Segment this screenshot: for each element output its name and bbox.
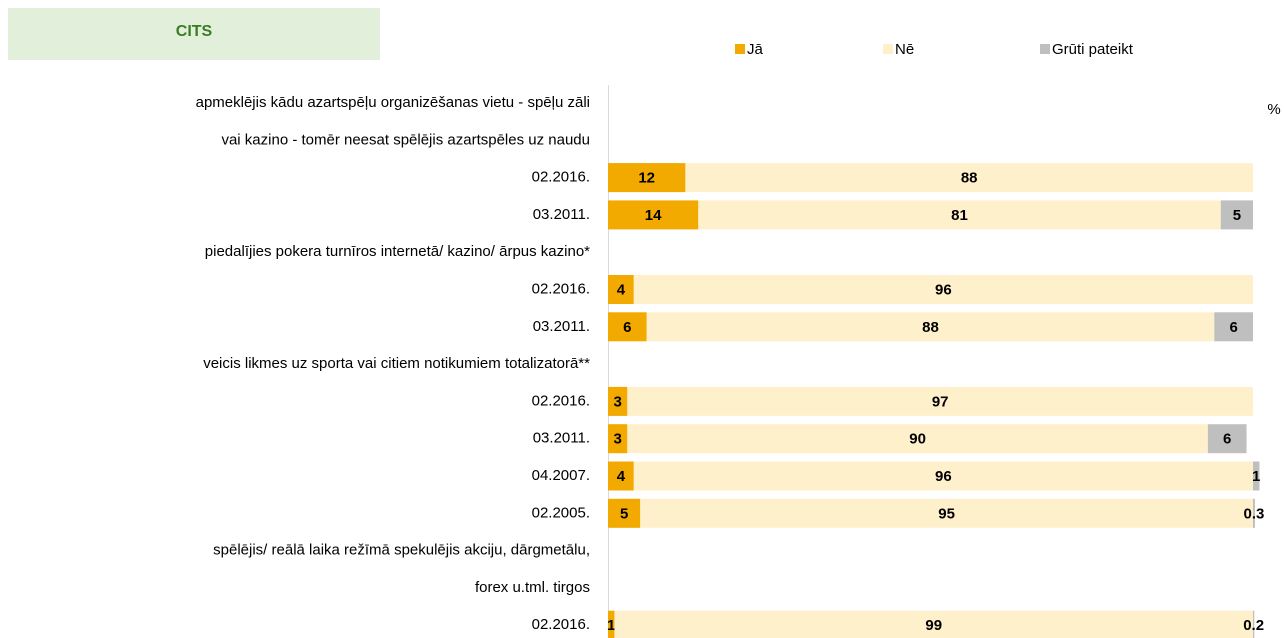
category-label: 04.2007. bbox=[532, 467, 590, 484]
bar-segment bbox=[608, 275, 634, 304]
bar-segment bbox=[1253, 498, 1255, 528]
title-box bbox=[8, 8, 380, 60]
data-label: 99 bbox=[925, 617, 942, 634]
category-label: 02.2016. bbox=[532, 169, 590, 186]
data-label: 88 bbox=[922, 319, 939, 336]
bar-segment bbox=[633, 461, 1253, 491]
data-label: 0.3 bbox=[1244, 505, 1265, 522]
category-label: spēlējis/ reālā laika režīmā spekulējis … bbox=[213, 542, 590, 559]
chart-title: CITS bbox=[176, 23, 213, 40]
bar-segment bbox=[608, 610, 615, 638]
bar-segment bbox=[608, 498, 641, 528]
bar-segment bbox=[608, 163, 686, 193]
bar-segment bbox=[1207, 424, 1247, 454]
data-label: 6 bbox=[1223, 431, 1231, 448]
legend-swatch bbox=[735, 44, 745, 54]
legend-label: Nē bbox=[895, 41, 914, 58]
category-label: 02.2016. bbox=[532, 280, 590, 297]
data-label: 97 bbox=[932, 393, 949, 410]
bar-segment bbox=[1253, 610, 1255, 638]
bar-segment bbox=[627, 386, 1253, 416]
bar-segment bbox=[685, 163, 1253, 193]
data-label: 95 bbox=[938, 505, 955, 522]
data-label: 4 bbox=[617, 281, 626, 298]
bar-segment bbox=[627, 424, 1208, 454]
bar-segment bbox=[698, 200, 1221, 230]
category-label: 03.2011. bbox=[533, 206, 590, 223]
category-label: vai kazino - tomēr neesat spēlējis azart… bbox=[221, 131, 590, 148]
legend-label: Grūti pateikt bbox=[1052, 41, 1134, 58]
data-label: 96 bbox=[935, 281, 952, 298]
category-label: apmeklējis kādu azartspēļu organizēšanas… bbox=[196, 94, 590, 111]
bar-segment bbox=[608, 200, 699, 230]
data-label: 1 bbox=[607, 617, 615, 634]
category-label: 02.2016. bbox=[532, 616, 590, 633]
category-label: 03.2011. bbox=[533, 430, 590, 447]
bar-segment bbox=[640, 498, 1253, 528]
data-label: 3 bbox=[614, 393, 622, 410]
bar-segment bbox=[608, 461, 634, 491]
bar-segment bbox=[1220, 200, 1253, 230]
data-label: 6 bbox=[1229, 319, 1237, 336]
data-label: 90 bbox=[909, 431, 926, 448]
legend-swatch bbox=[883, 44, 893, 54]
data-label: 4 bbox=[617, 468, 626, 485]
bar-segment bbox=[646, 312, 1215, 342]
data-label: 81 bbox=[951, 207, 968, 224]
bar-segment bbox=[608, 424, 628, 454]
data-label: 1 bbox=[1252, 468, 1260, 485]
bar-segment bbox=[1253, 461, 1260, 491]
data-label: 3 bbox=[614, 431, 622, 448]
category-label: 02.2005. bbox=[532, 504, 590, 521]
data-label: 0.2 bbox=[1243, 617, 1264, 634]
category-label: forex u.tml. tirgos bbox=[475, 579, 590, 596]
category-label: piedalījies pokera turnīros internetā/ k… bbox=[205, 243, 590, 260]
category-label: 03.2011. bbox=[533, 318, 590, 335]
data-label: 5 bbox=[1233, 207, 1241, 224]
category-label: veicis likmes uz sporta vai citiem notik… bbox=[203, 355, 590, 372]
bar-segment bbox=[614, 610, 1253, 638]
category-label: 02.2016. bbox=[532, 392, 590, 409]
data-label: 5 bbox=[620, 505, 628, 522]
bar-segment bbox=[1214, 312, 1253, 342]
unit-label: % bbox=[1267, 101, 1280, 118]
bar-segment bbox=[608, 312, 647, 342]
data-label: 88 bbox=[961, 170, 978, 187]
data-label: 12 bbox=[638, 170, 655, 187]
data-label: 14 bbox=[645, 207, 662, 224]
legend-swatch bbox=[1040, 44, 1050, 54]
bar-segment bbox=[608, 386, 628, 416]
bar-segment bbox=[633, 275, 1253, 304]
legend-label: Jā bbox=[747, 41, 764, 58]
data-label: 96 bbox=[935, 468, 952, 485]
data-label: 6 bbox=[623, 319, 631, 336]
